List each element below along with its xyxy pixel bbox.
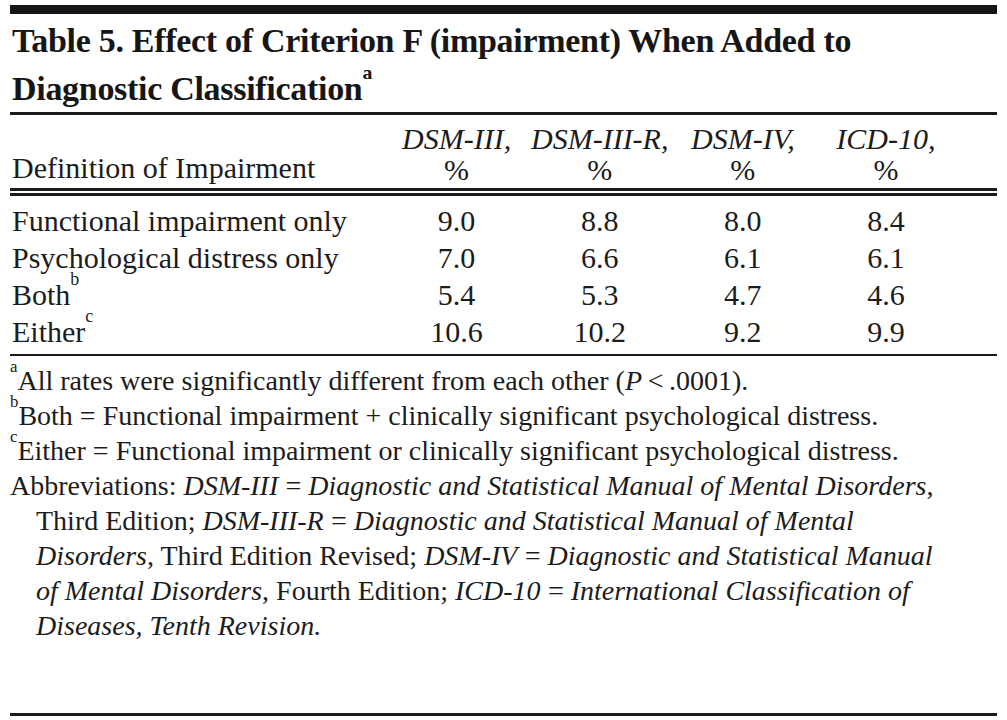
row-label: Psychological distress only <box>10 239 385 276</box>
row-label-text: Psychological distress only <box>12 241 339 274</box>
column-name: DSM-IV, <box>671 123 814 154</box>
footnotes: aAll rates were significantly different … <box>10 363 955 643</box>
cell: 6.1 <box>671 239 814 276</box>
cell: 4.6 <box>814 276 957 313</box>
row-label-text: Both <box>12 278 70 311</box>
column-header-dsm-iii: DSM-III,% <box>385 115 528 192</box>
cell: 5.3 <box>528 276 671 313</box>
footnote-c: cEither = Functional impairment or clini… <box>10 433 955 468</box>
cell: 9.0 <box>385 192 528 239</box>
row-label: Functional impairment only <box>10 192 385 239</box>
spacer-cell <box>958 313 998 355</box>
table-title-text: Table 5. Effect of Criterion F (impairme… <box>12 22 851 107</box>
cell: 10.2 <box>528 313 671 355</box>
cell: 8.0 <box>671 192 814 239</box>
stub-header: Definition of Impairment <box>10 115 385 192</box>
row-label: Eitherc <box>10 313 385 355</box>
journal-table-figure: Table 5. Effect of Criterion F (impairme… <box>0 0 1007 720</box>
table-row: Eitherc 10.6 10.2 9.2 9.9 <box>10 313 997 355</box>
table-row: Bothb 5.4 5.3 4.7 4.6 <box>10 276 997 313</box>
cell: 8.8 <box>528 192 671 239</box>
column-header-dsm-iii-r: DSM-III-R,% <box>528 115 671 192</box>
cell: 4.7 <box>671 276 814 313</box>
cell: 6.1 <box>814 239 957 276</box>
column-unit: % <box>671 154 814 185</box>
column-unit: % <box>528 154 671 185</box>
column-unit: % <box>814 154 957 185</box>
table-row: Psychological distress only 7.0 6.6 6.1 … <box>10 239 997 276</box>
row-label: Bothb <box>10 276 385 313</box>
footnote-abbreviations: Abbreviations: DSM-III = Diagnostic and … <box>10 468 955 643</box>
table-title: Table 5. Effect of Criterion F (impairme… <box>12 20 957 109</box>
cell: 9.9 <box>814 313 957 355</box>
cell: 7.0 <box>385 239 528 276</box>
cell: 8.4 <box>814 192 957 239</box>
cell: 10.6 <box>385 313 528 355</box>
column-header-icd-10: ICD-10,% <box>814 115 957 192</box>
cell: 9.2 <box>671 313 814 355</box>
column-name: DSM-III, <box>385 123 528 154</box>
bottom-rule <box>10 713 997 716</box>
column-unit: % <box>385 154 528 185</box>
data-table: Definition of Impairment DSM-III,% DSM-I… <box>10 115 997 356</box>
column-header-dsm-iv: DSM-IV,% <box>671 115 814 192</box>
cell: 6.6 <box>528 239 671 276</box>
table-title-footnote-marker: a <box>362 61 372 83</box>
row-footnote-marker: c <box>85 306 93 326</box>
spacer-cell <box>958 239 998 276</box>
footnote-b: bBoth = Functional impairment + clinical… <box>10 398 955 433</box>
cell: 5.4 <box>385 276 528 313</box>
top-rule <box>10 5 997 14</box>
spacer-cell <box>958 192 998 239</box>
spacer-cell <box>958 276 998 313</box>
footnote-a: aAll rates were significantly different … <box>10 363 955 398</box>
column-name: ICD-10, <box>814 123 957 154</box>
row-label-text: Functional impairment only <box>12 204 347 237</box>
table-row: Functional impairment only 9.0 8.8 8.0 8… <box>10 192 997 239</box>
row-label-text: Either <box>12 315 85 348</box>
spacer-cell <box>958 115 998 192</box>
row-footnote-marker: b <box>70 269 79 289</box>
header-row: Definition of Impairment DSM-III,% DSM-I… <box>10 115 997 192</box>
column-name: DSM-III-R, <box>528 123 671 154</box>
